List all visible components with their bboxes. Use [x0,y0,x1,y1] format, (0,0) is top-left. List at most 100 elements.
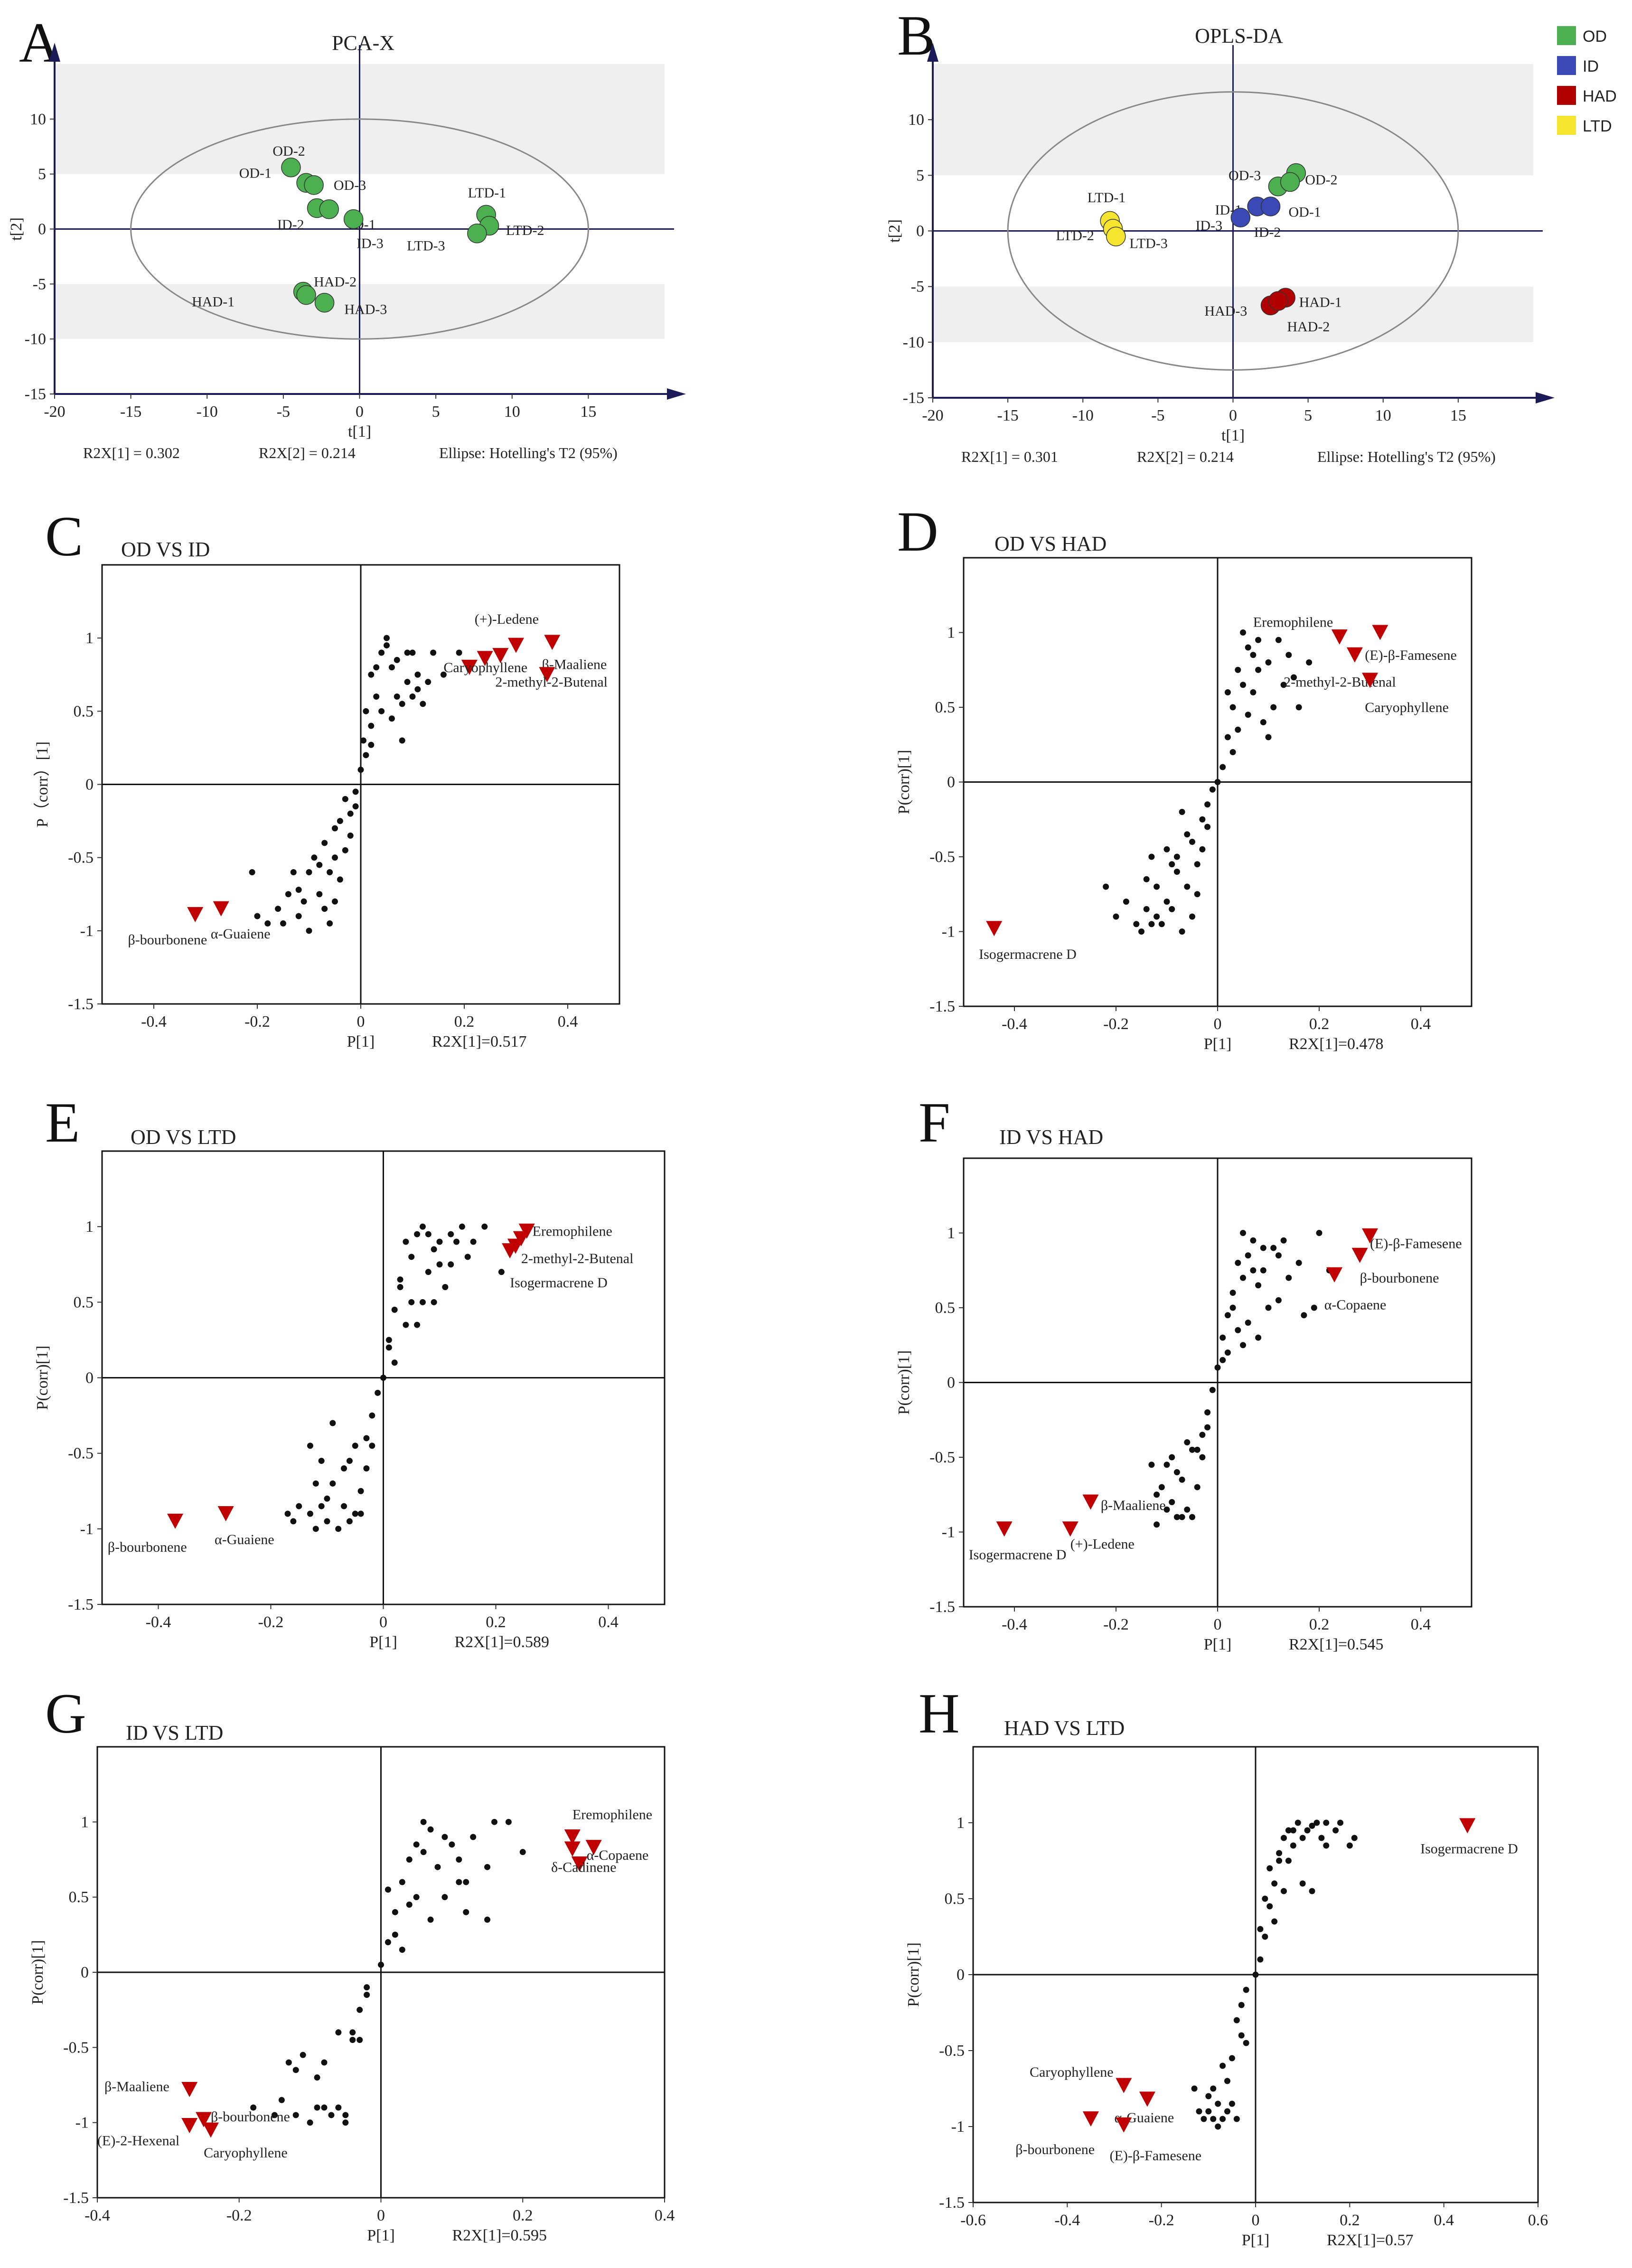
loading-point [335,2104,342,2111]
loading-point [349,2037,356,2043]
loading-point [406,1856,413,1863]
loading-point [440,671,447,678]
point-label: LTD-3 [407,238,445,253]
loading-point [392,1931,398,1938]
loading-point [397,1276,403,1283]
loading-point [1270,1245,1277,1251]
loading-point [414,1321,421,1328]
loading-point [1337,1819,1343,1826]
loading-point [1301,1312,1307,1319]
loading-point [349,2029,356,2036]
score-point [281,158,301,178]
loading-point [1290,1827,1296,1834]
point-label: ID-2 [277,217,304,233]
loading-point [1238,2002,1245,2008]
loading-point [399,1947,405,1953]
loading-point [363,1465,370,1471]
loading-point [1346,1842,1353,1849]
loading-point [314,2104,320,2111]
loading-point [1276,1857,1283,1864]
x-tick-label: 0.2 [1309,1616,1330,1633]
loading-point [1240,1342,1246,1349]
loading-point [1163,1506,1170,1513]
loading-point [314,2074,320,2081]
x-tick-label: 0 [356,403,364,421]
x-tick-label: 0.4 [558,1013,578,1031]
loading-point [1255,666,1262,673]
loading-point [1224,2108,1230,2115]
x-tick-label: -5 [1151,407,1164,424]
x-axis-label: P[1] [1204,1035,1232,1053]
loading-point [1204,1409,1211,1415]
x-tick-label: 0.2 [1340,2212,1360,2229]
loading-point [290,869,297,875]
point-label: OD-1 [239,165,272,181]
loading-point [1189,839,1195,845]
loading-point [403,1238,409,1245]
loading-point [463,1879,469,1885]
compound-label: Caryophyllene [1365,700,1449,715]
y-tick-label: 0 [916,223,924,240]
loading-point [413,1841,420,1848]
loading-point [1184,1439,1191,1445]
loading-point [1219,1357,1226,1363]
loading-point [335,2029,342,2036]
loading-point [391,1306,398,1313]
chart-title: PCA-X [332,31,394,55]
compound-label: Isogermacrene D [510,1275,608,1291]
y-tick-label: -1.5 [68,1596,94,1613]
compound-label: Eremophilene [1253,614,1333,630]
loading-point [341,1503,347,1509]
loading-point [470,1834,477,1840]
x-tick-label: -0.2 [258,1613,284,1631]
loading-point [311,854,318,861]
legend-label-ltd: LTD [1583,117,1612,135]
loading-point [327,920,333,927]
chart-title: OD VS ID [121,538,210,561]
stat-text: R2X[2] = 0.214 [259,444,356,461]
loading-point [1309,1888,1315,1894]
loading-point [1229,1304,1236,1311]
legend-label-had: HAD [1583,87,1617,105]
point-label: OD-3 [1229,168,1261,183]
compound-label: 2-methyl-2-Butenal [521,1251,634,1266]
loading-point [1154,1521,1160,1528]
loading-point [342,847,348,853]
loading-point [1204,801,1211,808]
score-point [1268,291,1288,311]
loading-point [1281,1835,1287,1841]
legend-swatch-ltd [1557,116,1576,135]
loading-point [394,656,400,663]
compound-label: (E)-2-Hexenal [97,2133,179,2149]
score-point [1280,172,1300,192]
loading-point [1318,1835,1325,1841]
loading-point [414,1231,421,1237]
loading-point [1323,1819,1330,1826]
loading-point [442,1284,449,1290]
loading-point [1332,1827,1339,1834]
loading-point [1154,913,1160,920]
loading-point [453,1238,460,1245]
loading-point [1154,883,1160,890]
marker-triangle [1116,2117,1132,2133]
y-axis-arrow [927,43,938,62]
loading-point [292,2112,299,2118]
loading-point [392,1909,398,1915]
loading-point [1199,846,1206,853]
loading-point [341,1465,347,1471]
loading-point [425,1269,431,1275]
loading-point [1204,1424,1211,1431]
marker-triangle [539,667,555,683]
loading-point [1179,928,1185,935]
loading-point [363,708,369,714]
loading-point [1262,1933,1268,1940]
loading-point [414,671,421,678]
loading-point [1215,2123,1221,2130]
marker-triangle [1351,1247,1368,1263]
loading-point [481,1223,488,1230]
loading-point [388,664,395,671]
y-axis-label: P(corr)[1] [905,1942,922,2007]
marker-triangle [996,1521,1013,1537]
stat-text: R2X[2] = 0.214 [1137,448,1234,465]
x-tick-label: -0.2 [1149,2212,1174,2229]
